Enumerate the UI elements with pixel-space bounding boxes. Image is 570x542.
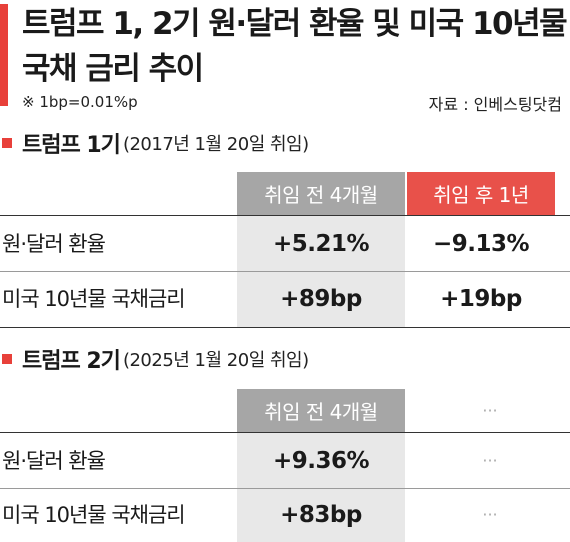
section-2-row-divider bbox=[0, 488, 570, 489]
section-1-row-divider bbox=[0, 271, 570, 272]
section-2-row-2-before: +83bp bbox=[280, 502, 362, 528]
section-2-col-before: 취임 전 4개월 bbox=[237, 389, 405, 432]
section-2-row-2-label: 미국 10년물 국채금리 bbox=[2, 503, 186, 527]
section-1-row-1-label: 원·달러 환율 bbox=[2, 232, 106, 256]
section-1-header-rule bbox=[0, 215, 570, 216]
section-2-header-rule bbox=[0, 432, 570, 433]
section-2-heading: 트럼프 2기 (2025년 1월 20일 취임) bbox=[0, 344, 309, 374]
section-1-col-after: 취임 후 1년 bbox=[407, 172, 555, 215]
unit-note: ※ 1bp=0.01%p bbox=[22, 93, 138, 111]
section-2-shaded-column bbox=[237, 432, 405, 542]
section-1-subtitle: (2017년 1월 20일 취임) bbox=[122, 134, 309, 155]
title-accent-bar bbox=[0, 4, 8, 106]
section-2-row-2-after: ··· bbox=[482, 505, 498, 524]
section-2-col-after-placeholder: ··· bbox=[482, 401, 498, 420]
section-2-row-1-before: +9.36% bbox=[272, 448, 370, 474]
section-2-row-1-label: 원·달러 환율 bbox=[2, 449, 106, 473]
section-2-row-1-after: ··· bbox=[482, 451, 498, 470]
section-1-marker bbox=[2, 138, 12, 148]
source-credit: 자료 : 인베스팅닷컴 bbox=[428, 95, 562, 114]
section-1-row-2-after: +19bp bbox=[440, 286, 522, 312]
section-2-subtitle: (2025년 1월 20일 취임) bbox=[122, 350, 309, 371]
section-1-heading: 트럼프 1기 (2017년 1월 20일 취임) bbox=[0, 128, 309, 158]
section-1-row-2-label: 미국 10년물 국채금리 bbox=[2, 287, 186, 311]
section-2-name: 트럼프 2기 bbox=[22, 349, 121, 374]
section-1-bottom-rule bbox=[0, 327, 570, 328]
section-1-row-1-before: +5.21% bbox=[272, 231, 370, 257]
section-1-row-1-after: −9.13% bbox=[432, 231, 530, 257]
section-1-name: 트럼프 1기 bbox=[22, 133, 121, 158]
section-1-row-2-before: +89bp bbox=[280, 286, 362, 312]
section-2-marker bbox=[2, 354, 12, 364]
section-1-col-before: 취임 전 4개월 bbox=[237, 172, 405, 215]
page-title: 트럼프 1, 2기 원·달러 환율 및 미국 10년물 국채 금리 추이 bbox=[22, 6, 568, 87]
